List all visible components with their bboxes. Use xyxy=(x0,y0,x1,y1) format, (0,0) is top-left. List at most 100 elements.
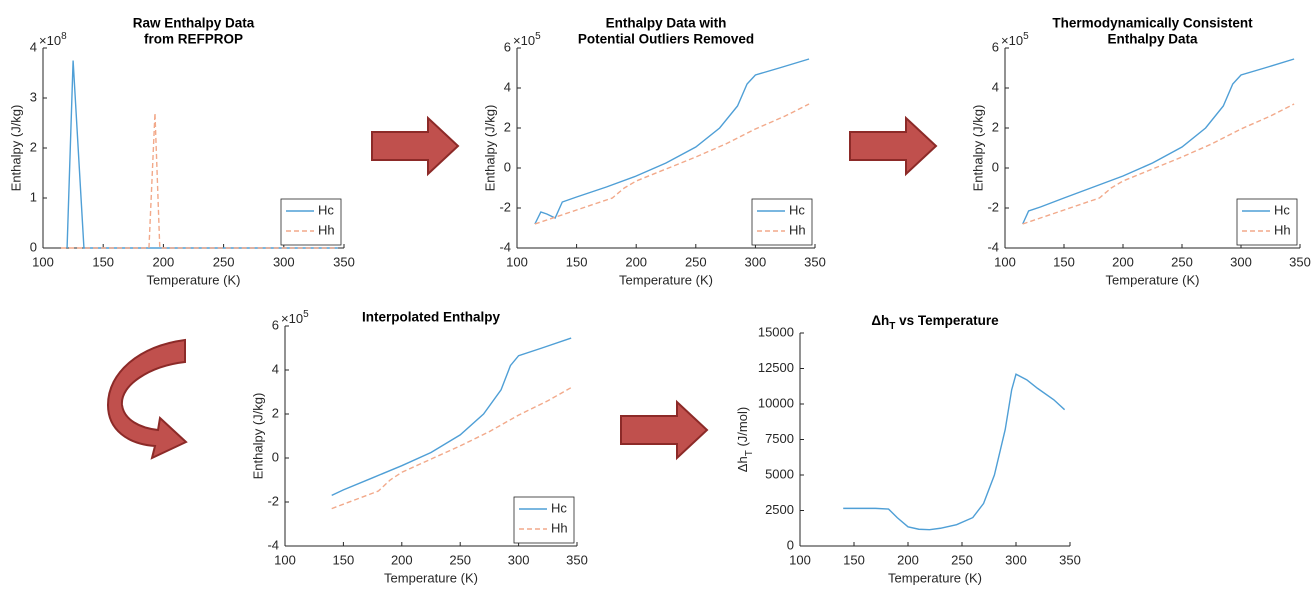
y-axis-label: Enthalpy (J/kg) xyxy=(482,105,497,192)
chart-title: Interpolated Enthalpy xyxy=(362,310,501,325)
chart-title: Enthalpy Data with xyxy=(606,16,727,31)
text-part: T xyxy=(889,321,895,332)
y-scale-exponent: 8 xyxy=(61,31,67,42)
data-line xyxy=(61,112,338,249)
legend xyxy=(1236,198,1298,246)
y-scale-exponent: 5 xyxy=(303,309,309,320)
y-tick-label: 7500 xyxy=(765,431,794,446)
y-tick-label: 4 xyxy=(30,39,37,54)
text-part: T xyxy=(744,450,755,456)
x-tick-label: 350 xyxy=(1289,254,1311,269)
arrow xyxy=(849,115,938,177)
y-tick-label: 0 xyxy=(30,239,37,254)
x-tick-label: 250 xyxy=(213,254,235,269)
y-tick-label: -2 xyxy=(987,199,999,214)
y-tick-label: 15000 xyxy=(758,324,794,339)
y-tick-label: 2 xyxy=(504,119,511,134)
y-scale-label: ×105 xyxy=(1001,31,1029,48)
legend-label: Hc xyxy=(789,202,805,217)
chart-title: Enthalpy Data xyxy=(1107,32,1198,47)
y-tick-label: 6 xyxy=(504,39,511,54)
text-part: Δh xyxy=(871,313,889,328)
y-scale-label: ×105 xyxy=(281,309,309,326)
x-tick-label: 350 xyxy=(1059,552,1081,567)
y-axis-label: ΔhT (J/mol) xyxy=(735,407,755,472)
x-tick-label: 300 xyxy=(1230,254,1252,269)
y-tick-label: 5000 xyxy=(765,466,794,481)
y-axis-label: Enthalpy (J/kg) xyxy=(250,393,265,480)
x-tick-label: 200 xyxy=(1112,254,1134,269)
y-tick-label: -4 xyxy=(987,239,999,254)
y-tick-label: 12500 xyxy=(758,360,794,375)
legend-label: Hh xyxy=(1274,222,1291,237)
data-line xyxy=(843,373,1066,531)
y-scale-base: ×10 xyxy=(39,33,61,48)
x-tick-label: 150 xyxy=(1053,254,1075,269)
x-axis-label: Temperature (K) xyxy=(888,570,982,585)
y-tick-label: -2 xyxy=(499,199,511,214)
y-scale-base: ×10 xyxy=(513,33,535,48)
chart-title: Thermodynamically Consistent xyxy=(1052,16,1253,31)
data-line xyxy=(331,337,572,497)
y-tick-label: 4 xyxy=(504,79,511,94)
x-tick-label: 350 xyxy=(566,552,588,567)
y-scale-exponent: 5 xyxy=(535,31,541,42)
y-tick-label: 0 xyxy=(787,537,794,552)
arrow xyxy=(371,115,460,177)
legend-label: Hh xyxy=(318,222,335,237)
x-tick-label: 350 xyxy=(333,254,355,269)
y-tick-label: 0 xyxy=(272,449,279,464)
y-tick-label: 3 xyxy=(30,89,37,104)
y-tick-label: -4 xyxy=(267,537,279,552)
curved-arrow xyxy=(106,338,188,460)
legend xyxy=(513,496,575,544)
x-tick-label: 100 xyxy=(32,254,54,269)
data-line xyxy=(534,58,810,225)
x-tick-label: 150 xyxy=(843,552,865,567)
text-part: (J/mol) xyxy=(735,407,750,450)
x-tick-label: 200 xyxy=(625,254,647,269)
text-part: Δh xyxy=(735,456,750,472)
x-tick-label: 100 xyxy=(506,254,528,269)
x-tick-label: 150 xyxy=(566,254,588,269)
y-scale-exponent: 5 xyxy=(1023,31,1029,42)
data-line xyxy=(534,103,810,225)
y-tick-label: 2500 xyxy=(765,502,794,517)
x-tick-label: 100 xyxy=(274,552,296,567)
y-tick-label: 0 xyxy=(992,159,999,174)
y-tick-label: 1 xyxy=(30,189,37,204)
y-tick-label: 2 xyxy=(30,139,37,154)
x-tick-label: 150 xyxy=(92,254,114,269)
y-tick-label: 2 xyxy=(272,405,279,420)
arrow xyxy=(620,399,709,461)
chart-title: from REFPROP xyxy=(144,32,243,47)
y-scale-base: ×10 xyxy=(281,311,303,326)
x-tick-label: 200 xyxy=(153,254,175,269)
y-tick-label: 0 xyxy=(504,159,511,174)
y-tick-label: 2 xyxy=(992,119,999,134)
legend-label: Hc xyxy=(318,202,334,217)
x-tick-label: 100 xyxy=(789,552,811,567)
x-axis-label: Temperature (K) xyxy=(147,272,241,287)
x-tick-label: 200 xyxy=(391,552,413,567)
y-scale-label: ×108 xyxy=(39,31,67,48)
legend-label: Hh xyxy=(551,520,568,535)
x-tick-label: 300 xyxy=(508,552,530,567)
y-axis-label: Enthalpy (J/kg) xyxy=(8,105,23,192)
y-scale-label: ×105 xyxy=(513,31,541,48)
x-axis-label: Temperature (K) xyxy=(384,570,478,585)
y-tick-label: 10000 xyxy=(758,395,794,410)
x-tick-label: 250 xyxy=(951,552,973,567)
x-tick-label: 300 xyxy=(273,254,295,269)
chart-title: Potential Outliers Removed xyxy=(578,32,754,47)
legend-label: Hc xyxy=(1274,202,1290,217)
chart-title: ΔhT vs Temperature xyxy=(871,313,999,333)
legend-label: Hc xyxy=(551,500,567,515)
x-axis-label: Temperature (K) xyxy=(1106,272,1200,287)
x-axis-label: Temperature (K) xyxy=(619,272,713,287)
x-tick-label: 250 xyxy=(449,552,471,567)
y-tick-label: 6 xyxy=(272,317,279,332)
y-tick-label: 6 xyxy=(992,39,999,54)
chart-title: Raw Enthalpy Data xyxy=(133,16,255,31)
